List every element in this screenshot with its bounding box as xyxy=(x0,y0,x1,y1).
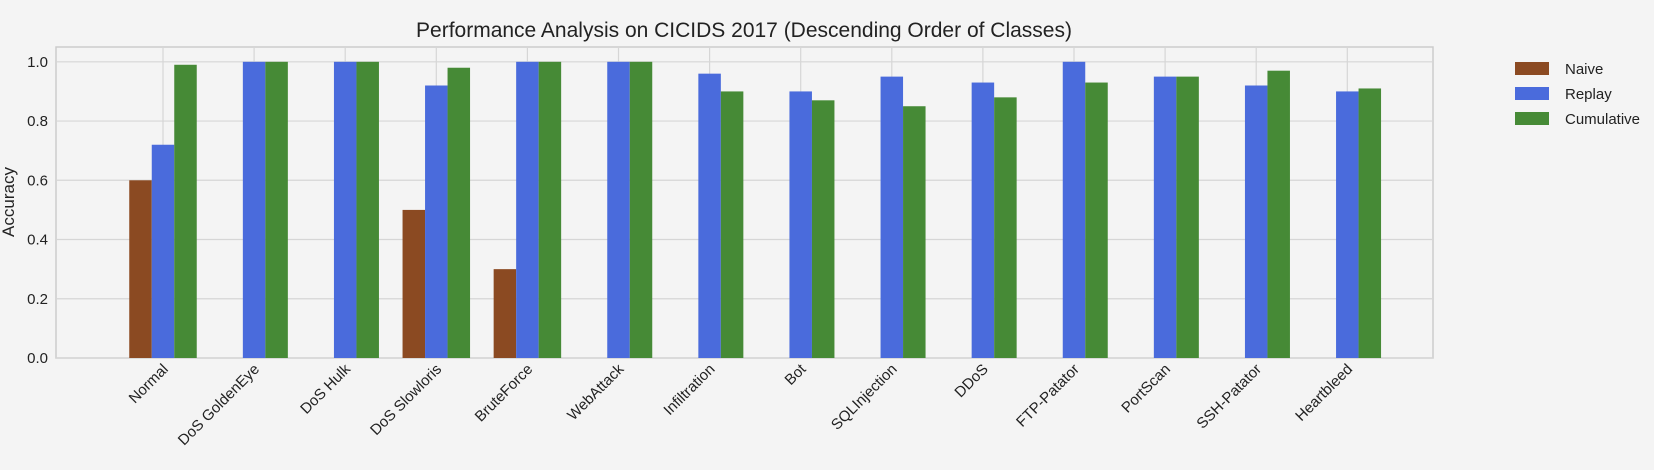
y-axis-label: Accuracy xyxy=(0,167,18,237)
bar-cumulative-bot xyxy=(811,100,835,359)
x-tick-label: DDoS xyxy=(951,361,991,401)
bar-replay-ftp-patator xyxy=(1062,61,1086,359)
legend-label-replay: Replay xyxy=(1565,86,1612,103)
bar-cumulative-normal xyxy=(174,64,197,359)
bar-cumulative-ssh-patator xyxy=(1267,70,1290,358)
legend-label-cumulative: Cumulative xyxy=(1565,111,1640,128)
x-tick-label: DoS GoldenEye xyxy=(175,361,263,449)
y-tick-label: 0.0 xyxy=(27,350,48,367)
bar-cumulative-infiltration xyxy=(720,91,744,358)
bar-replay-dos-goldeneye xyxy=(242,61,266,359)
bar-cumulative-bruteforce xyxy=(538,61,562,359)
y-tick-label: 1.0 xyxy=(27,54,48,71)
bar-replay-heartbleed xyxy=(1336,91,1359,358)
bar-replay-portscan xyxy=(1153,76,1177,358)
x-tick-label: WebAttack xyxy=(564,360,627,423)
bar-naive-dos-slowloris xyxy=(402,209,426,358)
bar-cumulative-portscan xyxy=(1176,76,1199,358)
legend-swatch-cumulative xyxy=(1515,112,1549,125)
x-tick-label: PortScan xyxy=(1118,361,1174,417)
y-tick-label: 0.2 xyxy=(27,291,48,308)
bar-replay-webattack xyxy=(607,61,630,359)
legend-swatch-naive xyxy=(1515,62,1549,75)
y-tick-label: 0.6 xyxy=(27,172,48,189)
bar-replay-normal xyxy=(151,144,175,358)
bar-cumulative-webattack xyxy=(629,61,653,359)
x-tick-label: Normal xyxy=(126,361,172,407)
bar-naive-bruteforce xyxy=(493,269,517,358)
bar-replay-infiltration xyxy=(698,73,721,359)
x-tick-label: FTP-Patator xyxy=(1013,361,1083,431)
bars xyxy=(129,61,1382,359)
x-tick-label: SQLInjection xyxy=(828,361,901,434)
bar-cumulative-dos-hulk xyxy=(356,61,379,359)
legend-swatch-replay xyxy=(1515,87,1549,100)
x-tick-label: BruteForce xyxy=(472,361,536,425)
x-tick-label: DoS Hulk xyxy=(297,360,354,417)
x-tick-label: Heartbleed xyxy=(1292,361,1356,425)
bar-cumulative-heartbleed xyxy=(1358,88,1382,358)
bar-cumulative-sqlinjection xyxy=(903,106,926,358)
legend: Naive Replay Cumulative xyxy=(1515,61,1640,128)
bar-naive-normal xyxy=(129,180,152,358)
x-tick-label: Bot xyxy=(782,360,811,389)
y-tick-labels: 0.0 0.2 0.4 0.6 0.8 1.0 xyxy=(27,54,48,367)
x-tick-label: Infiltration xyxy=(660,361,718,419)
legend-label-naive: Naive xyxy=(1565,61,1603,78)
x-tick-label: DoS Slowloris xyxy=(367,361,445,439)
bar-replay-ddos xyxy=(971,82,995,359)
x-tick-labels: Normal DoS GoldenEye DoS Hulk DoS Slowloris… xyxy=(126,360,1357,449)
x-tick-label: SSH-Patator xyxy=(1193,361,1265,433)
y-tick-label: 0.8 xyxy=(27,113,48,130)
bar-cumulative-dos-goldeneye xyxy=(265,61,288,359)
bar-replay-bot xyxy=(789,91,812,358)
bar-replay-dos-slowloris xyxy=(425,85,448,358)
bar-cumulative-ftp-patator xyxy=(1085,82,1108,359)
bar-cumulative-ddos xyxy=(994,97,1017,358)
chart-title: Performance Analysis on CICIDS 2017 (Des… xyxy=(416,19,1072,42)
bar-cumulative-dos-slowloris xyxy=(447,67,471,358)
bar-replay-dos-hulk xyxy=(333,61,357,359)
bar-replay-sqlinjection xyxy=(880,76,904,358)
bar-replay-bruteforce xyxy=(516,61,539,359)
bar-replay-ssh-patator xyxy=(1244,85,1268,358)
y-tick-label: 0.4 xyxy=(27,232,48,249)
